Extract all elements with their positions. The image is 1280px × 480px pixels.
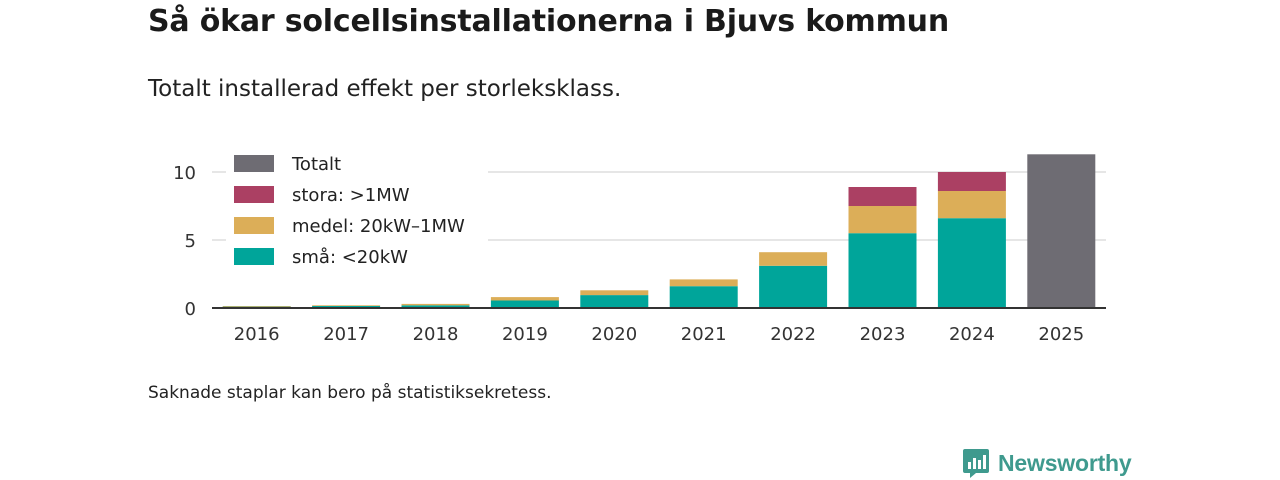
bar-small-2022: [759, 265, 828, 308]
bar-medium-2023: [848, 206, 917, 234]
bar-medium-2017: [312, 305, 381, 306]
legend-label-medium: medel: 20kW–1MW: [292, 216, 465, 237]
bar-small-2021: [669, 286, 738, 308]
bar-large-2024: [937, 172, 1006, 191]
legend: Totalt stora: >1MW medel: 20kW–1MW små: <20…: [226, 148, 488, 276]
bar-medium-2021: [669, 279, 738, 287]
y-tick-label: 10: [173, 163, 196, 184]
bar-small-2020: [580, 295, 649, 308]
legend-label-total: Totalt: [291, 154, 341, 175]
x-tick-label: 2025: [1038, 324, 1084, 345]
x-tick-label: 2023: [860, 324, 906, 345]
bar-small-2024: [937, 218, 1006, 308]
axes: 0 5 10 2016 2017 2018 2019 2020 2021 2022 2023 2024…: [173, 163, 1106, 345]
bar-medium-2018: [401, 303, 470, 306]
newsworthy-logo-icon: [963, 449, 989, 478]
bar-medium-2016: [222, 306, 291, 307]
footnote: Saknade staplar kan bero på statistiksek…: [148, 383, 552, 403]
bar-small-2019: [490, 300, 559, 308]
x-tick-label: 2022: [770, 324, 816, 345]
x-tick-label: 2016: [234, 324, 280, 345]
bar-medium-2022: [759, 252, 828, 266]
legend-swatch-small: [234, 248, 274, 265]
bar-small-2023: [848, 233, 917, 308]
legend-label-large: stora: >1MW: [292, 185, 410, 206]
x-tick-label: 2021: [681, 324, 727, 345]
x-tick-label: 2020: [591, 324, 637, 345]
bar-medium-2024: [937, 191, 1006, 219]
bar-small-2018: [401, 305, 470, 308]
newsworthy-brand-text: Newsworthy: [998, 449, 1132, 476]
x-tick-label: 2024: [949, 324, 995, 345]
x-tick-label: 2018: [413, 324, 459, 345]
bar-medium-2019: [490, 297, 559, 301]
legend-swatch-large: [234, 186, 274, 203]
chart-title: Så ökar solcellsinstallationerna i Bjuvs…: [148, 4, 949, 39]
y-tick-label: 5: [185, 231, 196, 252]
bar-medium-2020: [580, 290, 649, 296]
legend-swatch-medium: [234, 217, 274, 234]
bar-total-2025: [1027, 154, 1096, 308]
bar-chart: 0 5 10 2016 2017 2018 2019 2020 2021 2022 2023 2024…: [173, 148, 1106, 345]
bars: [222, 154, 1096, 308]
chart-subtitle: Totalt installerad effekt per storlekskl…: [148, 76, 622, 102]
legend-label-small: små: <20kW: [292, 247, 408, 268]
newsworthy-logo: Newsworthy: [962, 446, 1132, 480]
y-tick-label: 0: [185, 299, 196, 320]
legend-swatch-total: [234, 155, 274, 172]
bar-large-2023: [848, 187, 917, 206]
x-tick-label: 2017: [323, 324, 369, 345]
x-tick-label: 2019: [502, 324, 548, 345]
